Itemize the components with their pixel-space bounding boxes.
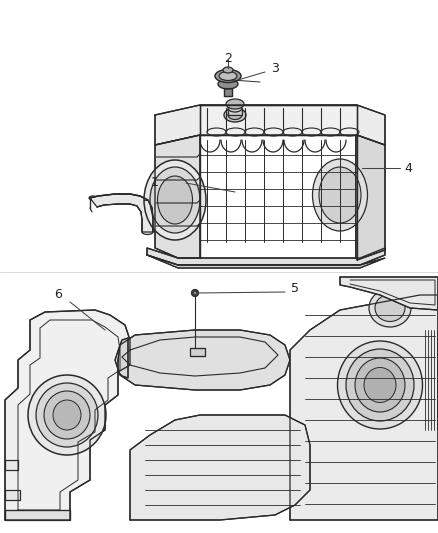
- Ellipse shape: [144, 160, 206, 240]
- Ellipse shape: [319, 167, 361, 223]
- Ellipse shape: [158, 176, 192, 224]
- Ellipse shape: [44, 391, 90, 439]
- Polygon shape: [155, 135, 200, 258]
- Ellipse shape: [218, 79, 238, 89]
- Polygon shape: [130, 415, 310, 520]
- Ellipse shape: [375, 295, 405, 321]
- Text: 4: 4: [404, 161, 412, 174]
- Polygon shape: [200, 105, 357, 135]
- Polygon shape: [357, 135, 385, 260]
- Polygon shape: [5, 460, 18, 470]
- Polygon shape: [290, 295, 438, 520]
- Polygon shape: [90, 194, 153, 232]
- Ellipse shape: [223, 67, 233, 73]
- Polygon shape: [147, 255, 385, 268]
- Ellipse shape: [312, 159, 367, 231]
- Ellipse shape: [219, 71, 237, 80]
- Ellipse shape: [226, 99, 244, 109]
- Ellipse shape: [364, 367, 396, 402]
- Polygon shape: [224, 88, 232, 96]
- Ellipse shape: [215, 69, 241, 83]
- Ellipse shape: [228, 104, 242, 112]
- Polygon shape: [228, 108, 242, 115]
- Text: 2: 2: [224, 52, 232, 64]
- Ellipse shape: [36, 383, 98, 447]
- Polygon shape: [155, 105, 385, 145]
- Ellipse shape: [228, 110, 242, 119]
- Polygon shape: [190, 348, 205, 356]
- Ellipse shape: [224, 108, 246, 122]
- Ellipse shape: [191, 289, 198, 296]
- Ellipse shape: [193, 291, 197, 295]
- Polygon shape: [5, 510, 70, 520]
- Text: 1: 1: [151, 176, 159, 190]
- Text: 3: 3: [271, 61, 279, 75]
- Text: 5: 5: [291, 281, 299, 295]
- Polygon shape: [147, 248, 385, 265]
- Text: 6: 6: [54, 288, 62, 302]
- Ellipse shape: [369, 289, 411, 327]
- Polygon shape: [340, 277, 438, 310]
- Ellipse shape: [89, 196, 97, 200]
- Ellipse shape: [28, 375, 106, 455]
- Polygon shape: [5, 490, 20, 500]
- Ellipse shape: [355, 358, 405, 412]
- Polygon shape: [5, 310, 130, 520]
- Ellipse shape: [142, 230, 153, 235]
- Ellipse shape: [338, 341, 423, 429]
- Ellipse shape: [346, 349, 414, 421]
- Ellipse shape: [53, 400, 81, 430]
- Polygon shape: [115, 330, 290, 390]
- Ellipse shape: [150, 167, 200, 233]
- Polygon shape: [118, 338, 128, 378]
